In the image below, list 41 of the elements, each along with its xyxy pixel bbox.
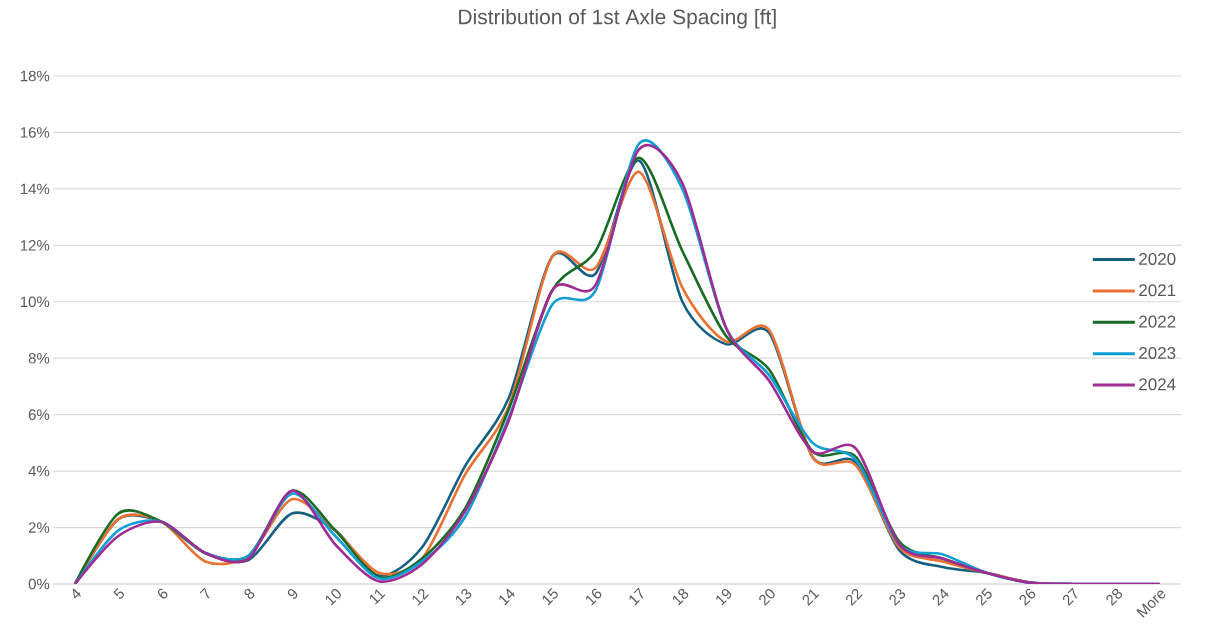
- x-tick-label: 5: [113, 587, 124, 599]
- x-tick-label: 25: [976, 588, 992, 606]
- x-tick-label: 24: [932, 588, 949, 606]
- y-tick-label: 8%: [28, 352, 50, 364]
- x-tick-label: 13: [455, 588, 472, 606]
- y-tick-label: 0%: [28, 578, 50, 590]
- legend-label: 2020: [1139, 252, 1176, 265]
- x-tick-label: 17: [629, 587, 644, 606]
- legend-label: 2023: [1139, 346, 1176, 359]
- y-tick-label: 14%: [20, 183, 50, 195]
- x-tick-label: 28: [1106, 588, 1123, 606]
- x-tick-label: 26: [1019, 588, 1036, 606]
- y-tick-label: 18%: [20, 70, 50, 82]
- x-tick-label: 20: [759, 589, 775, 606]
- y-tick-label: 12%: [20, 240, 50, 251]
- x-tick-label: 27: [1062, 587, 1078, 606]
- x-tick-label: 11: [369, 589, 386, 605]
- x-tick-label: 8: [244, 588, 255, 599]
- x-tick-label: 19: [716, 589, 732, 606]
- x-tick-label: 6: [158, 588, 168, 599]
- x-tick-label: 10: [325, 589, 341, 606]
- x-tick-label: 7: [199, 587, 210, 599]
- x-tick-label: 18: [672, 588, 689, 606]
- x-tick-label: 16: [586, 588, 602, 606]
- y-tick-label: 4%: [28, 465, 50, 477]
- x-tick-label: 22: [845, 588, 863, 606]
- x-tick-label: 9: [287, 589, 298, 599]
- x-tick-label: 4: [72, 588, 81, 599]
- y-tick-label: 16%: [20, 127, 50, 138]
- y-tick-label: 10%: [20, 296, 50, 308]
- x-tick-label: 14: [499, 588, 515, 606]
- legend-label: 2022: [1139, 315, 1176, 328]
- chart-title: Distribution of 1st Axle Spacing [ft]: [459, 8, 776, 29]
- legend-label: 2021: [1139, 284, 1176, 297]
- x-tick-label: 12: [412, 588, 429, 606]
- x-tick-label: 23: [889, 588, 906, 606]
- y-tick-label: 6%: [28, 409, 50, 420]
- x-tick-label: 21: [802, 589, 820, 606]
- y-tick-label: 2%: [28, 522, 50, 533]
- x-tick-label: 15: [542, 587, 558, 606]
- legend-label: 2024: [1139, 378, 1176, 391]
